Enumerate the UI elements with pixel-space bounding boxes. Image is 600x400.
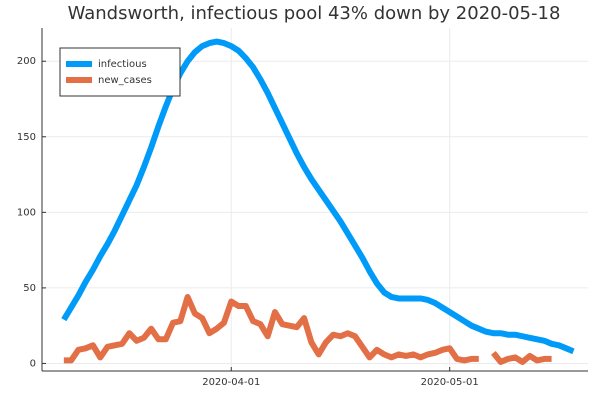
- legend-box: [59, 47, 181, 97]
- x-tick-label: 2020-04-01: [202, 377, 260, 388]
- legend-label: new_cases: [98, 75, 152, 86]
- chart-title: Wandsworth, infectious pool 43% down by …: [68, 3, 561, 24]
- series-line: [61, 38, 575, 355]
- y-tick-label: 150: [17, 132, 36, 143]
- x-tick-label: 2020-05-01: [421, 377, 479, 388]
- y-tick-label: 100: [17, 207, 36, 218]
- y-tick-label: 0: [30, 358, 36, 369]
- y-tick-label: 200: [17, 56, 36, 67]
- y-tick-label: 50: [23, 283, 36, 294]
- legend-label: infectious: [98, 59, 147, 70]
- series-line: [63, 293, 552, 365]
